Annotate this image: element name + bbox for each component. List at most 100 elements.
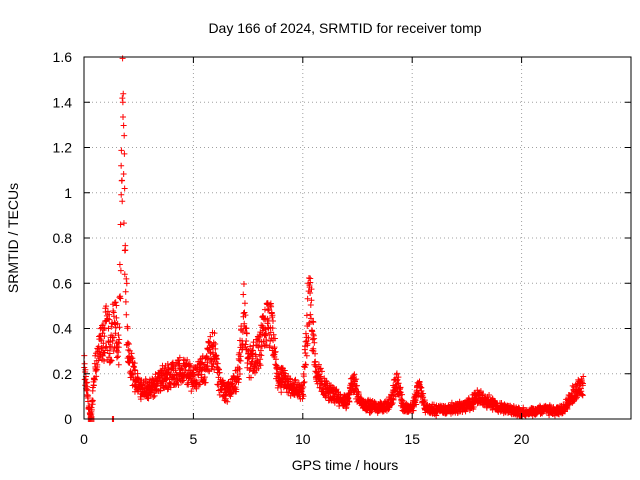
x-axis-label: GPS time / hours: [292, 457, 399, 473]
data-point: [477, 388, 484, 395]
data-point: [300, 379, 307, 386]
data-point: [223, 388, 230, 395]
data-point: [258, 352, 265, 359]
data-point: [264, 307, 271, 314]
data-point: [304, 295, 311, 302]
data-point: [107, 357, 114, 364]
data-point: [128, 355, 135, 362]
data-point: [260, 315, 267, 322]
data-point: [207, 333, 214, 340]
data-point: [213, 356, 220, 363]
data-point: [125, 341, 132, 348]
data-point: [277, 383, 284, 390]
data-point: [176, 354, 183, 361]
data-point: [278, 389, 285, 396]
data-point: [421, 397, 428, 404]
data-point: [236, 371, 243, 378]
data-point: [486, 392, 493, 399]
data-point: [134, 375, 141, 382]
data-point: [193, 385, 200, 392]
data-point: [470, 403, 477, 410]
data-point: [157, 387, 164, 394]
data-point: [309, 318, 316, 325]
data-point: [241, 309, 248, 316]
data-point: [84, 392, 91, 399]
data-point: [307, 289, 314, 296]
data-point: [113, 354, 120, 361]
data-point: [324, 388, 331, 395]
data-point: [569, 382, 576, 389]
data-point: [267, 337, 274, 344]
data-point: [104, 347, 111, 354]
data-point: [413, 401, 420, 408]
data-point: [117, 267, 124, 274]
data-point: [317, 365, 324, 372]
data-point: [132, 367, 139, 374]
data-point: [333, 386, 340, 393]
data-point: [103, 303, 110, 310]
data-point: [285, 389, 292, 396]
data-point: [240, 281, 247, 288]
data-point: [235, 375, 242, 382]
data-point: [122, 288, 129, 295]
data-point: [172, 367, 179, 374]
data-point: [390, 396, 397, 403]
data-point: [131, 360, 138, 367]
data-point: [305, 334, 312, 341]
data-point: [104, 308, 111, 315]
data-point: [106, 311, 113, 318]
data-point: [201, 374, 208, 381]
data-point: [307, 279, 314, 286]
data-point: [119, 99, 126, 106]
data-point: [257, 356, 264, 363]
data-point: [264, 320, 271, 327]
y-tick-label: 0.6: [53, 275, 73, 291]
data-point: [433, 412, 440, 419]
data-point: [395, 374, 402, 381]
data-point: [113, 347, 120, 354]
data-point: [272, 361, 279, 368]
data-point: [247, 343, 254, 350]
data-point: [90, 382, 97, 389]
data-point: [303, 337, 310, 344]
data-point: [108, 323, 115, 330]
data-point: [82, 366, 89, 373]
data-point: [309, 336, 316, 343]
y-tick-label: 0.8: [53, 230, 73, 246]
data-point: [188, 388, 195, 395]
data-point: [268, 303, 275, 310]
data-point: [123, 280, 130, 287]
data-point: [579, 380, 586, 387]
data-point: [93, 373, 100, 380]
data-point: [186, 362, 193, 369]
data-point: [157, 387, 164, 394]
data-point: [118, 147, 125, 154]
data-point: [120, 113, 127, 120]
data-point: [236, 357, 243, 364]
data-point: [243, 325, 250, 332]
data-point: [272, 349, 279, 356]
data-point: [218, 387, 225, 394]
data-point: [262, 326, 269, 333]
data-point: [322, 377, 329, 384]
data-point: [184, 356, 191, 363]
data-point: [260, 338, 267, 345]
data-point: [241, 320, 248, 327]
data-point: [119, 198, 126, 205]
x-tick-label: 10: [295, 431, 311, 447]
data-point: [397, 384, 404, 391]
y-axis-ticks: 0 0.2 0.4 0.6 0.8 1 1.2 1.4 1.6: [53, 49, 631, 427]
data-point: [214, 360, 221, 367]
data-point: [121, 185, 128, 192]
data-point: [305, 275, 312, 281]
data-point: [263, 330, 270, 337]
data-point: [114, 339, 121, 346]
data-point: [120, 220, 127, 227]
data-point: [198, 371, 205, 378]
data-point: [112, 330, 119, 337]
data-point: [287, 376, 294, 383]
data-point: [212, 345, 219, 352]
data-point: [236, 349, 243, 356]
data-point: [112, 299, 119, 306]
data-point: [113, 302, 120, 309]
